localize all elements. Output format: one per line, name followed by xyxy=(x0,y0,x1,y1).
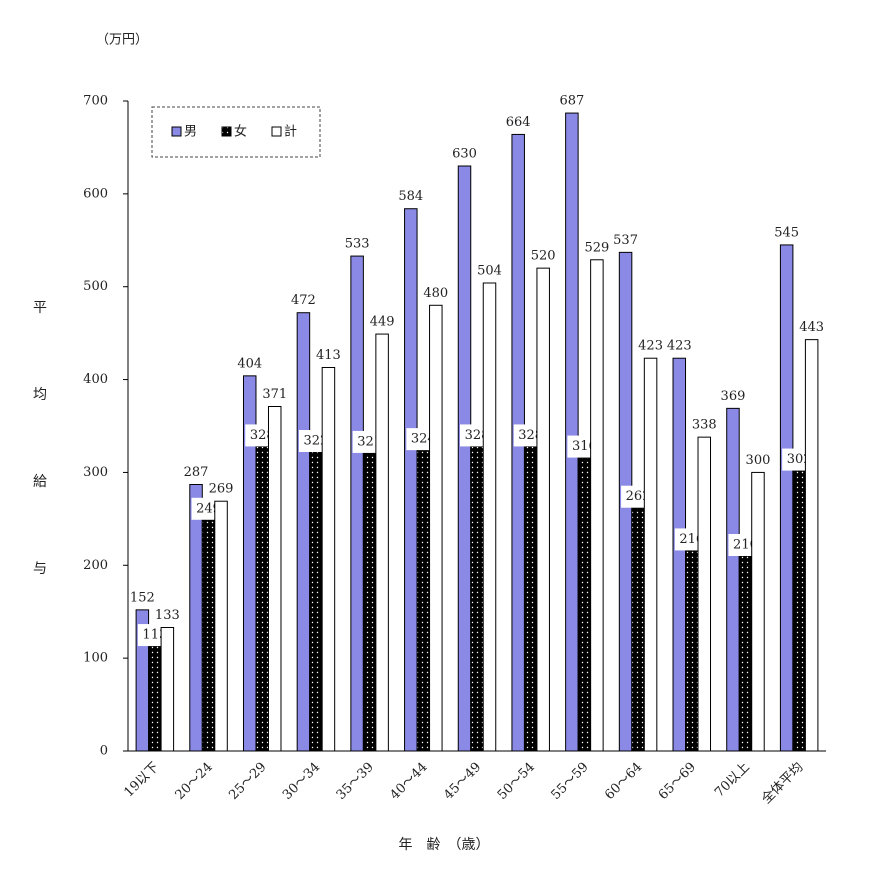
bar xyxy=(457,165,472,752)
y-tick-label: 500 xyxy=(83,279,108,294)
bar xyxy=(685,549,699,752)
y-tick-label: 600 xyxy=(83,186,108,201)
value-label: 630 xyxy=(452,147,477,162)
y-axis-label: 平 xyxy=(33,300,47,316)
bar xyxy=(416,449,431,752)
value-label: 480 xyxy=(423,286,448,301)
bar xyxy=(214,500,228,752)
value-label: 533 xyxy=(345,237,370,252)
value-label: 537 xyxy=(613,233,638,248)
bar xyxy=(201,519,216,752)
x-tick-label: 40～44 xyxy=(387,760,430,803)
y-axis-label: 与 xyxy=(33,561,47,577)
y-axis-label: 均 xyxy=(33,387,47,403)
legend-box xyxy=(151,106,321,158)
bar xyxy=(148,645,162,752)
legend-label: 計 xyxy=(284,124,297,140)
legend-swatch xyxy=(221,126,232,137)
value-label: 472 xyxy=(291,293,316,308)
x-axis-label: 年 齢 （歳） xyxy=(399,837,490,853)
bar xyxy=(296,312,311,752)
x-tick-label: 55～59 xyxy=(548,760,591,803)
value-label: 423 xyxy=(638,339,663,354)
value-label: 664 xyxy=(506,115,531,130)
bar xyxy=(160,627,175,752)
bar xyxy=(697,436,712,752)
y-tick-label: 400 xyxy=(83,372,108,387)
legend-label: 女 xyxy=(234,124,247,140)
value-label: 287 xyxy=(184,465,209,480)
bar xyxy=(738,555,753,752)
x-tick-label: 20～24 xyxy=(173,760,216,803)
x-tick-label: 60～64 xyxy=(602,760,645,803)
value-label: 584 xyxy=(398,189,423,204)
bar xyxy=(321,367,336,752)
bar xyxy=(309,451,323,752)
bar xyxy=(577,457,592,752)
x-tick-label: 30～34 xyxy=(280,760,323,803)
bar xyxy=(779,244,794,752)
bar xyxy=(350,255,364,752)
x-tick-label: 65～69 xyxy=(656,760,699,803)
value-label: 423 xyxy=(667,339,692,354)
bar xyxy=(536,267,550,752)
y-tick-label: 0 xyxy=(100,744,108,759)
bar xyxy=(362,452,377,752)
x-tick-label: 19以下 xyxy=(121,760,162,801)
value-label: 152 xyxy=(130,590,155,605)
value-label: 449 xyxy=(370,315,395,330)
x-tick-label: 45～49 xyxy=(441,760,484,803)
bar xyxy=(255,445,269,752)
bar xyxy=(590,259,604,752)
bar xyxy=(565,112,579,752)
bar xyxy=(726,407,740,752)
value-label: 545 xyxy=(774,225,799,240)
value-label: 338 xyxy=(692,418,717,433)
bar xyxy=(375,333,389,752)
bar xyxy=(189,484,203,752)
value-label: 269 xyxy=(209,482,234,497)
y-tick-label: 700 xyxy=(83,94,108,109)
bar xyxy=(470,445,484,752)
value-label: 520 xyxy=(531,249,556,264)
unit-label: （万円） xyxy=(96,33,148,48)
y-tick-label: 100 xyxy=(83,651,108,666)
value-label: 443 xyxy=(799,320,824,335)
bar xyxy=(751,471,765,752)
value-label: 369 xyxy=(721,389,746,404)
bar xyxy=(404,208,418,752)
value-label: 371 xyxy=(262,387,287,402)
legend-label: 男 xyxy=(184,125,197,140)
legend-swatch xyxy=(271,126,282,137)
value-label: 529 xyxy=(584,240,609,255)
y-axis-label: 給 xyxy=(33,474,47,490)
value-label: 404 xyxy=(237,356,262,371)
x-tick-label: 全体平均 xyxy=(758,759,806,807)
bar xyxy=(643,357,658,752)
bar xyxy=(672,357,687,752)
value-label: 133 xyxy=(155,608,180,623)
bar xyxy=(792,470,806,752)
y-tick-label: 300 xyxy=(83,465,108,480)
x-tick-label: 50～54 xyxy=(495,760,538,803)
x-tick-label: 25～29 xyxy=(226,760,269,803)
bar xyxy=(804,339,819,752)
bar xyxy=(482,282,497,752)
bar xyxy=(631,507,645,752)
x-tick-label: 70以上 xyxy=(712,760,753,801)
x-tick-label: 35～39 xyxy=(334,760,377,803)
value-label: 687 xyxy=(559,94,584,109)
bar xyxy=(267,406,282,752)
bar xyxy=(523,445,538,752)
legend-swatch xyxy=(171,126,182,137)
value-label: 413 xyxy=(316,348,341,363)
value-label: 300 xyxy=(746,453,771,468)
bar xyxy=(429,304,443,752)
value-label: 504 xyxy=(477,264,502,279)
y-tick-label: 200 xyxy=(83,558,108,573)
